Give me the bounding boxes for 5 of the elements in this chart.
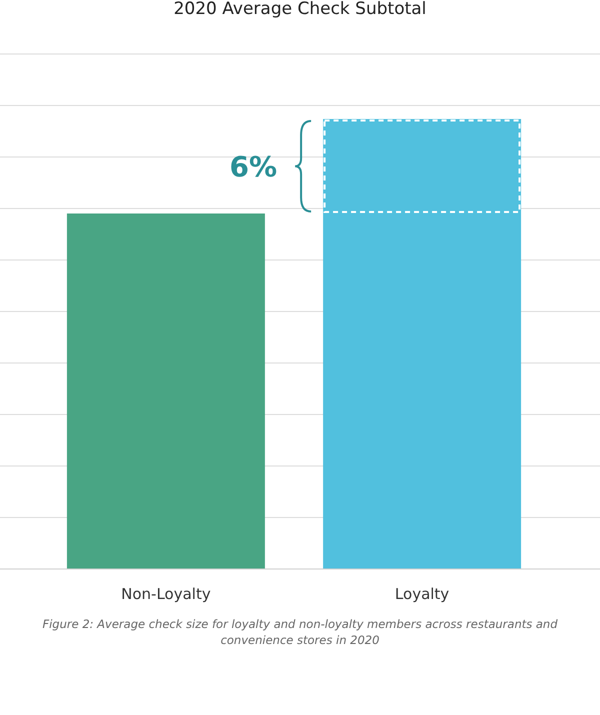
chart-title: 2020 Average Check Subtotal	[174, 0, 426, 19]
caption: Figure 2: Average check size for loyalty and non-loyalty members across restaurants and convenience stores in 2020	[41, 616, 559, 648]
x-tick-label: Non-Loyalty	[121, 585, 211, 603]
x-tick-label: Loyalty	[394, 585, 450, 603]
annotation: 6%	[230, 150, 278, 184]
